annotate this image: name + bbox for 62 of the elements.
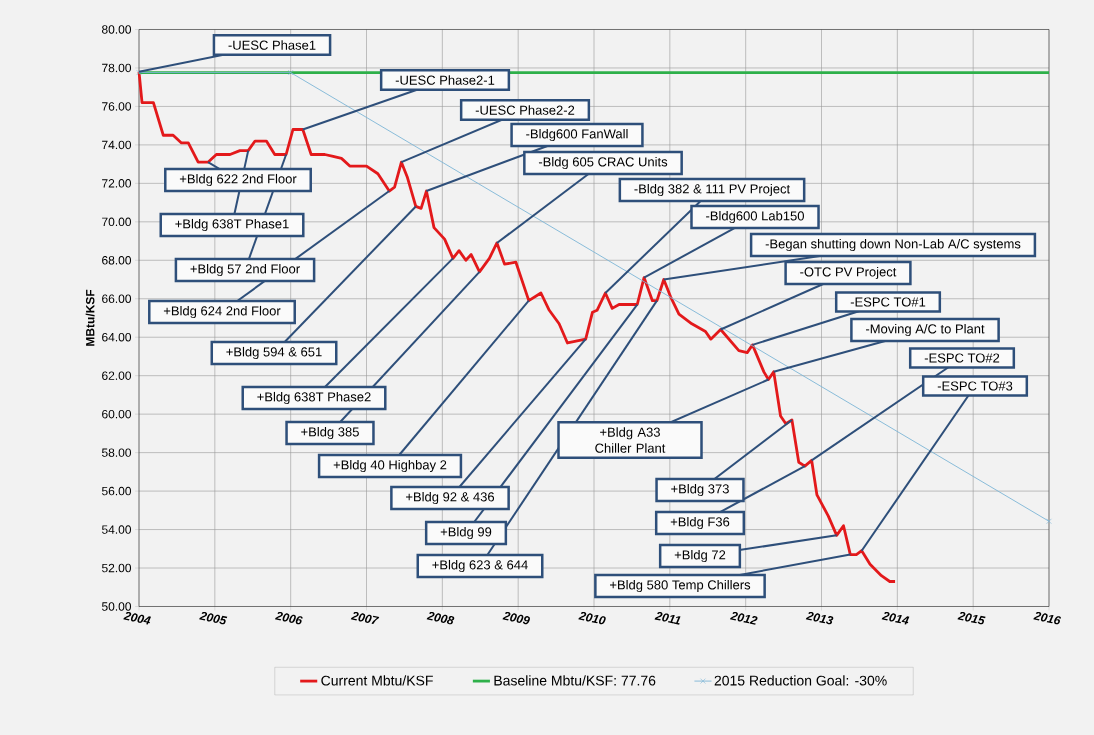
annotation: +Bldg 624 2nd Floor	[163, 305, 281, 319]
x-tick-label: 2004	[123, 611, 152, 625]
annotation: -OTC PV Project	[800, 266, 897, 280]
annotation: +Bldg 40 Highbay 2	[333, 459, 447, 473]
x-tick-label: 2013	[805, 611, 834, 625]
y-tick-label: 76.00	[102, 102, 132, 111]
x-tick-label: 2006	[274, 611, 303, 625]
x-tick-label: 2010	[578, 611, 606, 625]
y-tick-label: 64.00	[102, 332, 132, 342]
annotation: +Bldg 72	[674, 549, 726, 563]
annotation: +Bldg 385	[301, 426, 359, 440]
x-tick-label: 2014	[881, 611, 910, 625]
y-tick-label: 68.00	[102, 256, 132, 265]
y-tick-label: 50.00	[101, 602, 132, 611]
y-tick-label: 60.00	[102, 409, 132, 419]
y-tick-label: 70.00	[102, 217, 132, 227]
x-tick-label: 2015	[957, 611, 986, 625]
annotation: -UESC Phase2-2	[475, 105, 575, 115]
y-tick-label: 74.00	[102, 140, 132, 150]
x-tick-label: 2011	[654, 612, 681, 625]
annotation: -UESC Phase1	[228, 40, 316, 50]
x-tick-label: 2007	[350, 611, 380, 625]
annotation: +Bldg 373	[671, 483, 729, 497]
legend-label: Baseline Mbtu/KSF: 77.76	[494, 675, 656, 686]
legend-label: 2015 Reduction Goal: -30%	[714, 675, 887, 686]
annotation: -Moving A/C to Plant	[865, 323, 985, 337]
x-tick-label: 2008	[426, 611, 455, 625]
annotation: +Bldg 57 2nd Floor	[190, 263, 300, 277]
annotation: +Bldg 594 & 651	[226, 346, 322, 360]
x-tick-label: 2016	[1033, 611, 1062, 625]
annotation: +Bldg 638T Phase1	[175, 218, 289, 232]
y-tick-label: 56.00	[101, 486, 132, 496]
y-tick-label: 66.00	[102, 294, 132, 303]
annotation: +Bldg A33 Chiller Plant	[595, 427, 666, 453]
annotation: -ESPC TO#3	[937, 381, 1013, 391]
y-tick-label: 78.00	[102, 63, 132, 73]
annotation: +Bldg 638T Phase2	[257, 391, 371, 405]
y-tick-label: 58.00	[101, 448, 132, 457]
annotation: -Bldg 605 CRAC Units	[538, 156, 668, 170]
annotation: -Bldg 382 & 111 PV Project	[634, 183, 791, 197]
annotation: +Bldg 623 & 644	[432, 559, 528, 573]
x-tick-label: 2012	[729, 611, 758, 625]
annotation: -Bldg600 Lab150	[706, 210, 804, 224]
annotation: +Bldg 99	[440, 526, 492, 540]
y-tick-label: 62.00	[102, 371, 132, 380]
annotation: +Bldg 580 Temp Chillers	[610, 579, 751, 593]
annotation: +Bldg F36	[670, 516, 730, 530]
annotation: -Began shutting down Non-Lab A/C systems	[765, 238, 1021, 252]
annotation: +Bldg 92 & 436	[406, 491, 495, 505]
legend-label: Current Mbtu/KSF	[321, 675, 433, 686]
y-tick-label: 52.00	[101, 563, 132, 573]
annotation: -Bldg600 FanWall	[526, 128, 628, 142]
annotation: -ESPC TO#1	[850, 297, 926, 307]
y-tick-label: 72.00	[102, 179, 132, 188]
y-tick-label: 80.00	[101, 25, 132, 34]
x-tick-label: 2009	[502, 611, 530, 625]
x-tick-label: 2005	[199, 611, 228, 625]
annotation: +Bldg 622 2nd Floor	[179, 173, 297, 187]
y-axis-title: MBtu/KSF	[85, 289, 95, 346]
y-tick-label: 54.00	[101, 525, 132, 534]
annotation: -UESC Phase2-1	[395, 75, 495, 85]
annotation: -ESPC TO#2	[924, 353, 1000, 363]
